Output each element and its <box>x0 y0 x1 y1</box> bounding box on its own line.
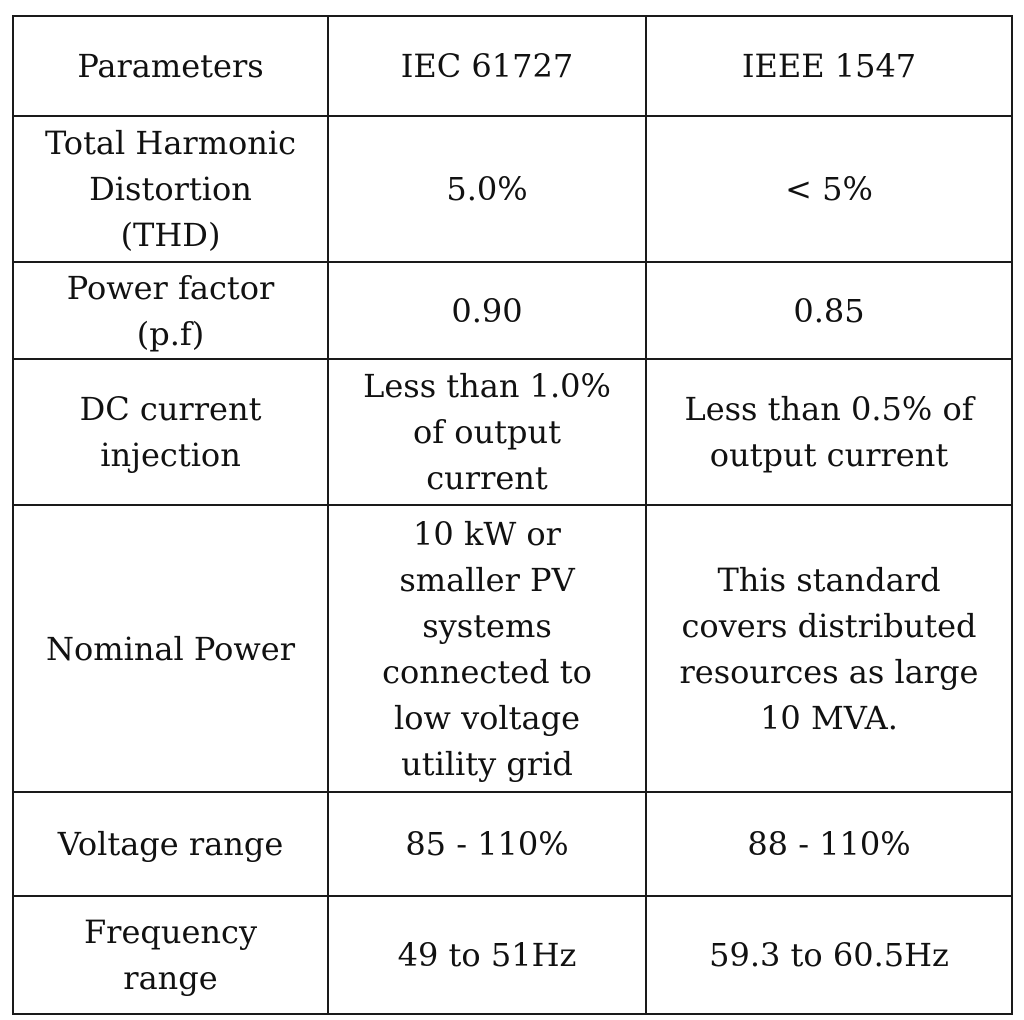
table-header-row: Parameters IEC 61727 IEEE 1547 <box>12 15 1013 117</box>
iec-value-cell: 0.90 <box>327 261 647 360</box>
parameter-cell: Voltage range <box>12 791 329 897</box>
table-row-voltage-range: Voltage range 85 - 110% 88 - 110% <box>12 791 1013 897</box>
table-row-nominal-power: Nominal Power 10 kW or smaller PV system… <box>12 504 1013 793</box>
standards-comparison-table: Parameters IEC 61727 IEEE 1547 Total Har… <box>12 15 1013 1015</box>
ieee-value-cell: 0.85 <box>645 261 1013 360</box>
ieee-value-cell: 59.3 to 60.5Hz <box>645 895 1013 1015</box>
ieee-value-cell: Less than 0.5% of output current <box>645 358 1013 506</box>
parameter-cell: Nominal Power <box>12 504 329 793</box>
parameter-cell: Frequency range <box>12 895 329 1015</box>
header-cell-ieee-1547: IEEE 1547 <box>645 15 1013 117</box>
ieee-value-cell: This standard covers distributed resourc… <box>645 504 1013 793</box>
table-row-power-factor: Power factor (p.f) 0.90 0.85 <box>12 261 1013 360</box>
table-row-frequency-range: Frequency range 49 to 51Hz 59.3 to 60.5H… <box>12 895 1013 1015</box>
parameter-cell: Power factor (p.f) <box>12 261 329 360</box>
iec-value-cell: 85 - 110% <box>327 791 647 897</box>
header-cell-iec-61727: IEC 61727 <box>327 15 647 117</box>
ieee-value-cell: 88 - 110% <box>645 791 1013 897</box>
ieee-value-cell: < 5% <box>645 115 1013 263</box>
iec-value-cell: Less than 1.0% of output current <box>327 358 647 506</box>
iec-value-cell: 49 to 51Hz <box>327 895 647 1015</box>
header-cell-parameters: Parameters <box>12 15 329 117</box>
iec-value-cell: 10 kW or smaller PV systems connected to… <box>327 504 647 793</box>
iec-value-cell: 5.0% <box>327 115 647 263</box>
table-row-dc-current: DC current injection Less than 1.0% of o… <box>12 358 1013 506</box>
parameter-cell: DC current injection <box>12 358 329 506</box>
table-row-thd: Total Harmonic Distortion (THD) 5.0% < 5… <box>12 115 1013 263</box>
parameter-cell: Total Harmonic Distortion (THD) <box>12 115 329 263</box>
